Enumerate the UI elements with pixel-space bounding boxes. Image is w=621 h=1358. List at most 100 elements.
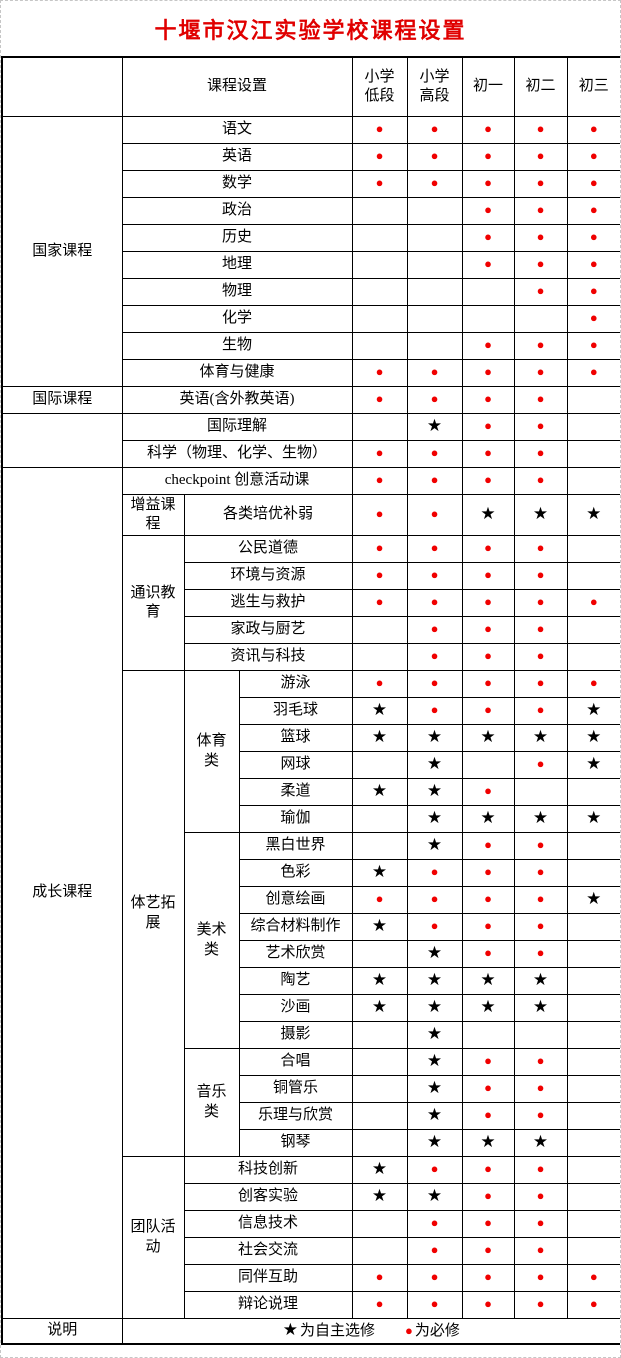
mark-cell: ● xyxy=(513,535,568,563)
mark-cell: ★ xyxy=(406,1102,463,1130)
required-dot-icon: ● xyxy=(484,918,492,934)
required-dot-icon: ● xyxy=(589,1269,598,1285)
table-row: 信息技术 ● ● ● xyxy=(2,1210,620,1238)
required-dot-icon: ● xyxy=(589,337,598,353)
required-dot-icon: ● xyxy=(484,418,492,434)
required-dot-icon: ● xyxy=(536,391,545,407)
course-name-cell: 信息技术 xyxy=(183,1210,353,1238)
mark-cell: ★ xyxy=(513,994,568,1022)
required-dot-icon: ● xyxy=(375,121,384,137)
subsubcategory-cell: 音乐类 xyxy=(183,1048,240,1157)
mark-cell xyxy=(566,413,620,441)
table-row: 地理 ● ● ● xyxy=(2,251,620,279)
mark-cell xyxy=(351,1075,408,1103)
mark-cell: ● xyxy=(406,170,463,198)
mark-cell: ● xyxy=(406,116,463,144)
elective-star-icon: ★ xyxy=(426,753,443,773)
required-dot-icon: ● xyxy=(375,472,384,488)
mark-cell: ★ xyxy=(566,724,620,752)
mark-cell: ● xyxy=(461,616,515,644)
required-dot-icon: ● xyxy=(484,945,492,961)
mark-cell xyxy=(351,1237,408,1265)
mark-cell: ● xyxy=(461,940,515,968)
mark-cell xyxy=(566,994,620,1022)
mark-cell xyxy=(566,1156,620,1184)
table-row: 乐理与欣赏 ★ ● ● xyxy=(2,1102,620,1130)
required-dot-icon: ● xyxy=(536,175,545,191)
course-name-cell: 柔道 xyxy=(238,778,353,806)
required-dot-icon: ● xyxy=(430,1215,439,1231)
required-dot-icon: ● xyxy=(484,1188,492,1204)
required-dot-icon: ● xyxy=(484,621,492,637)
mark-cell: ● xyxy=(513,359,568,387)
mark-cell: ● xyxy=(513,643,568,671)
category-cell xyxy=(1,413,123,468)
required-dot-icon: ● xyxy=(430,702,439,718)
mark-cell: ★ xyxy=(461,967,515,995)
course-name-cell: 科学（物理、化学、生物） xyxy=(121,440,353,468)
mark-cell: ● xyxy=(351,143,408,171)
mark-cell: ★ xyxy=(566,805,620,833)
mark-cell: ★ xyxy=(566,751,620,779)
mark-cell: ● xyxy=(513,751,568,779)
elective-star-icon: ★ xyxy=(371,699,388,719)
elective-star-icon: ★ xyxy=(371,780,388,800)
required-dot-icon: ● xyxy=(430,567,439,583)
mark-cell: ● xyxy=(461,386,515,414)
course-name-cell: 乐理与欣赏 xyxy=(238,1102,353,1130)
mark-cell: ★ xyxy=(351,1156,408,1184)
mark-cell: ● xyxy=(461,1183,515,1211)
mark-cell: ● xyxy=(461,697,515,725)
mark-cell: ● xyxy=(406,643,463,671)
mark-cell: ★ xyxy=(461,1129,515,1157)
mark-cell: ● xyxy=(513,913,568,941)
course-name-cell: 英语(含外教英语) xyxy=(121,386,353,414)
mark-cell: ★ xyxy=(566,886,620,914)
required-dot-icon: ● xyxy=(536,837,545,853)
required-dot-icon: ● xyxy=(536,1053,545,1069)
mark-cell: ● xyxy=(406,886,463,914)
grade-header-cell: 小学低段 xyxy=(351,56,408,117)
required-dot-icon: ● xyxy=(589,283,598,299)
mark-cell: ★ xyxy=(406,1048,463,1076)
mark-cell xyxy=(566,1129,620,1157)
mark-cell: ● xyxy=(461,1237,515,1265)
course-name-cell: 科技创新 xyxy=(183,1156,353,1184)
table-row: 柔道 ★ ★ ● xyxy=(2,778,620,806)
mark-cell: ★ xyxy=(406,832,463,860)
mark-cell: ● xyxy=(406,1210,463,1238)
mark-cell: ● xyxy=(461,1264,515,1292)
table-body-generated: 课程设置 小学低段 小学高段 初一 初二 初三 国家课程 语文 ● ● ● ● ● 英语 ● ● ● ● ● 数学… xyxy=(1,56,620,1319)
required-dot-icon: ● xyxy=(536,756,545,772)
mark-cell: ● xyxy=(406,562,463,590)
required-dot-icon: ● xyxy=(430,1296,439,1312)
required-dot-icon: ● xyxy=(536,229,545,245)
required-dot-icon: ● xyxy=(404,1322,413,1338)
elective-star-icon: ★ xyxy=(426,834,443,854)
required-dot-icon: ● xyxy=(484,229,492,245)
required-dot-icon: ● xyxy=(375,1296,384,1312)
required-dot-icon: ● xyxy=(536,1269,545,1285)
required-dot-icon: ● xyxy=(536,567,545,583)
elective-star-icon: ★ xyxy=(532,969,549,989)
mark-cell: ● xyxy=(461,440,515,468)
required-dot-icon: ● xyxy=(536,418,545,434)
mark-cell xyxy=(566,778,620,806)
elective-star-icon: ★ xyxy=(586,753,602,773)
course-name-cell: 社会交流 xyxy=(183,1237,353,1265)
mark-cell: ★ xyxy=(351,697,408,725)
mark-cell: ● xyxy=(461,170,515,198)
mark-cell: ● xyxy=(351,886,408,914)
mark-cell: ● xyxy=(461,535,515,563)
mark-cell: ● xyxy=(461,116,515,144)
course-name-cell: 游泳 xyxy=(238,670,353,698)
required-dot-icon: ● xyxy=(589,256,598,272)
mark-cell xyxy=(406,332,463,360)
table-row: 艺术欣赏 ★ ● ● xyxy=(2,940,620,968)
required-dot-icon: ● xyxy=(375,391,384,407)
required-dot-icon: ● xyxy=(536,1242,545,1258)
subcategory-cell: 体艺拓展 xyxy=(121,670,185,1157)
mark-cell: ● xyxy=(513,440,568,468)
mark-cell: ★ xyxy=(566,494,620,536)
required-dot-icon: ● xyxy=(375,567,384,583)
